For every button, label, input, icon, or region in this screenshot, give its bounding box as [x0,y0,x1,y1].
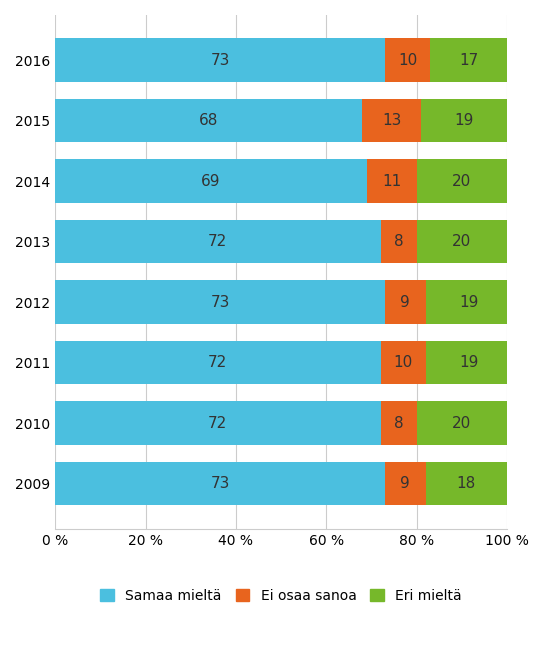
Bar [385,462,426,505]
Bar [367,160,417,203]
Text: 20: 20 [452,173,472,189]
Text: 73: 73 [211,53,230,68]
Bar [380,220,417,263]
Bar [430,38,507,82]
Text: 72: 72 [208,355,227,370]
Text: 10: 10 [398,53,417,68]
Text: 19: 19 [459,294,478,309]
Bar [417,160,507,203]
Bar [385,281,426,324]
Bar [55,462,385,505]
Text: 73: 73 [211,476,230,491]
Bar [417,220,507,263]
Bar [426,281,511,324]
Bar [380,341,426,384]
Bar [55,220,380,263]
Bar [55,38,385,82]
Bar [426,341,511,384]
Legend: Samaa mieltä, Ei osaa sanoa, Eri mieltä: Samaa mieltä, Ei osaa sanoa, Eri mieltä [94,582,469,610]
Text: 9: 9 [400,476,410,491]
Bar [417,401,507,445]
Text: 19: 19 [454,113,474,128]
Text: 20: 20 [452,416,472,430]
Text: 9: 9 [400,294,410,309]
Bar [55,281,385,324]
Bar [55,99,362,143]
Text: 69: 69 [201,173,221,189]
Text: 72: 72 [208,234,227,249]
Text: 8: 8 [394,416,404,430]
Bar [362,99,421,143]
Text: 18: 18 [457,476,476,491]
Bar [380,401,417,445]
Text: 17: 17 [459,53,478,68]
Text: 20: 20 [452,234,472,249]
Bar [385,38,430,82]
Bar [421,99,507,143]
Text: 8: 8 [394,234,404,249]
Bar [55,160,367,203]
Text: 10: 10 [393,355,413,370]
Text: 72: 72 [208,416,227,430]
Text: 11: 11 [382,173,401,189]
Bar [426,462,507,505]
Bar [55,341,380,384]
Text: 73: 73 [211,294,230,309]
Text: 13: 13 [382,113,401,128]
Text: 68: 68 [199,113,219,128]
Bar [55,401,380,445]
Text: 19: 19 [459,355,478,370]
